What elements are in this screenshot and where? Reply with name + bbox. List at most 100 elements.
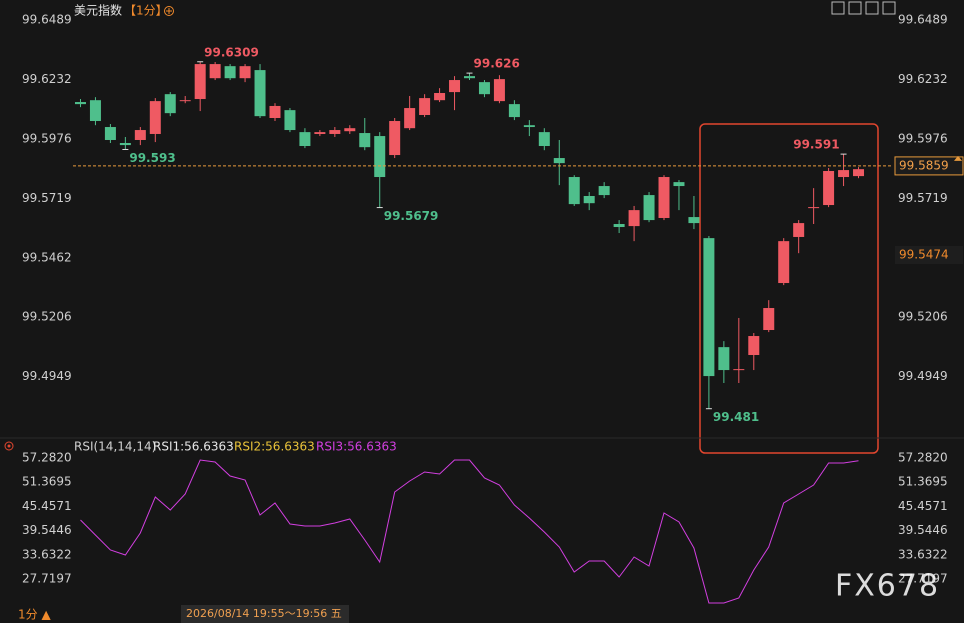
candle-body: [239, 66, 251, 79]
last-price-label: 99.5859: [899, 158, 949, 172]
candle-body: [224, 66, 236, 79]
y-tick-label: 27.7197: [898, 572, 948, 586]
period-label: 【1分】: [124, 4, 168, 18]
candle-body: [658, 177, 670, 218]
legend-entry: RSI1:56.6363: [153, 440, 234, 454]
candle-body: [538, 132, 550, 147]
tool-button[interactable]: [882, 1, 896, 15]
candle-body: [613, 224, 625, 228]
rsi-icon[interactable]: [4, 441, 14, 451]
y-tick-label: 57.2820: [22, 451, 72, 465]
candle-body: [838, 170, 850, 178]
annotation-label: 99.593: [129, 151, 175, 165]
candle-body: [314, 132, 326, 134]
y-tick-label: 99.5976: [898, 131, 948, 145]
y-tick-label: 99.5719: [22, 191, 72, 205]
candle-body: [733, 369, 745, 371]
marker-price-box: [895, 246, 963, 265]
annotation-label: 99.481: [713, 410, 759, 424]
candle-body: [344, 128, 356, 132]
candle-body: [374, 136, 386, 178]
rsi-icon-dot: [7, 444, 11, 448]
candle-body: [823, 171, 835, 206]
add-icon-plus: [166, 8, 172, 14]
candle-body: [508, 104, 520, 118]
candle-body: [553, 158, 565, 164]
y-tick-label: 99.5206: [22, 310, 72, 324]
y-tick-label: 33.6322: [22, 547, 72, 561]
candle-body: [478, 82, 490, 95]
footer-period: 1分 ▲: [18, 608, 51, 622]
candle-body: [254, 70, 266, 117]
tool-button[interactable]: [865, 1, 879, 15]
y-tick-label: 33.6322: [898, 547, 948, 561]
candle-body: [688, 217, 700, 224]
y-tick-label: 99.5976: [22, 131, 72, 145]
candle-body: [523, 125, 535, 128]
candle-body: [449, 80, 461, 93]
candle-body: [598, 186, 610, 196]
candle-body: [209, 64, 221, 79]
candle-body: [299, 132, 311, 147]
candle-body: [748, 336, 760, 356]
candle-body: [434, 93, 446, 101]
candle-body: [464, 76, 475, 79]
highlight-box: [699, 123, 879, 454]
y-tick-label: 51.3695: [898, 475, 948, 489]
y-tick-label: 99.6489: [898, 13, 948, 27]
toolbar: [831, 1, 896, 15]
candle-body: [389, 121, 401, 156]
candle-body: [568, 177, 580, 205]
watermark: FX678: [835, 569, 940, 604]
candle-body: [329, 130, 341, 134]
legend-entry: RSI3:56.6363: [316, 440, 397, 454]
candle-body: [119, 143, 131, 146]
y-tick-label: 45.4571: [898, 499, 948, 513]
add-icon[interactable]: [164, 6, 174, 16]
marker-price-label: 99.5474: [899, 248, 949, 262]
candle-body: [703, 238, 715, 377]
y-tick-label: 99.6232: [898, 72, 948, 86]
tool-button[interactable]: [831, 1, 845, 15]
y-tick-label: 99.5719: [898, 191, 948, 205]
y-tick-label: 39.5446: [22, 523, 72, 537]
footer-time: 2026/08/14 19:55～19:56 五: [186, 607, 342, 620]
candle-body: [269, 105, 281, 119]
candle-body: [104, 127, 116, 140]
candle-body: [583, 196, 595, 204]
rsi-icon-ring: [4, 441, 14, 451]
candle-body: [74, 102, 86, 105]
y-tick-label: 99.5206: [898, 310, 948, 324]
candle-body: [673, 182, 685, 187]
candle-body: [194, 64, 206, 100]
y-tick-label: 39.5446: [898, 523, 948, 537]
y-tick-label: 99.4949: [22, 369, 72, 383]
candle-body: [493, 79, 505, 102]
y-tick-label: 99.6232: [22, 72, 72, 86]
y-tick-label: 51.3695: [22, 475, 72, 489]
candle-body: [643, 195, 655, 221]
candle-body: [718, 347, 730, 371]
candle-body: [404, 108, 416, 129]
annotation-label: 99.5679: [384, 209, 439, 223]
annotation-label: 99.591: [793, 138, 839, 152]
candle-body: [89, 100, 101, 122]
chart-title: 美元指数: [74, 3, 122, 18]
candle-body: [419, 98, 431, 115]
y-tick-label: 99.6489: [22, 13, 72, 27]
time-box: [181, 605, 349, 623]
tool-button[interactable]: [848, 1, 862, 15]
candle-body: [628, 210, 640, 227]
candle-body: [134, 130, 146, 140]
y-tick-label: 45.4571: [22, 499, 72, 513]
rsi-title: RSI(14,14,14): [74, 440, 156, 454]
candle-body: [359, 133, 371, 148]
candle-body: [793, 223, 805, 237]
y-tick-label: 99.5462: [22, 250, 72, 264]
candle-body: [149, 101, 161, 134]
last-price-box: [894, 156, 964, 176]
candle-body: [179, 100, 191, 102]
candle-body: [853, 169, 865, 177]
annotation-label: 99.6309: [204, 45, 259, 59]
